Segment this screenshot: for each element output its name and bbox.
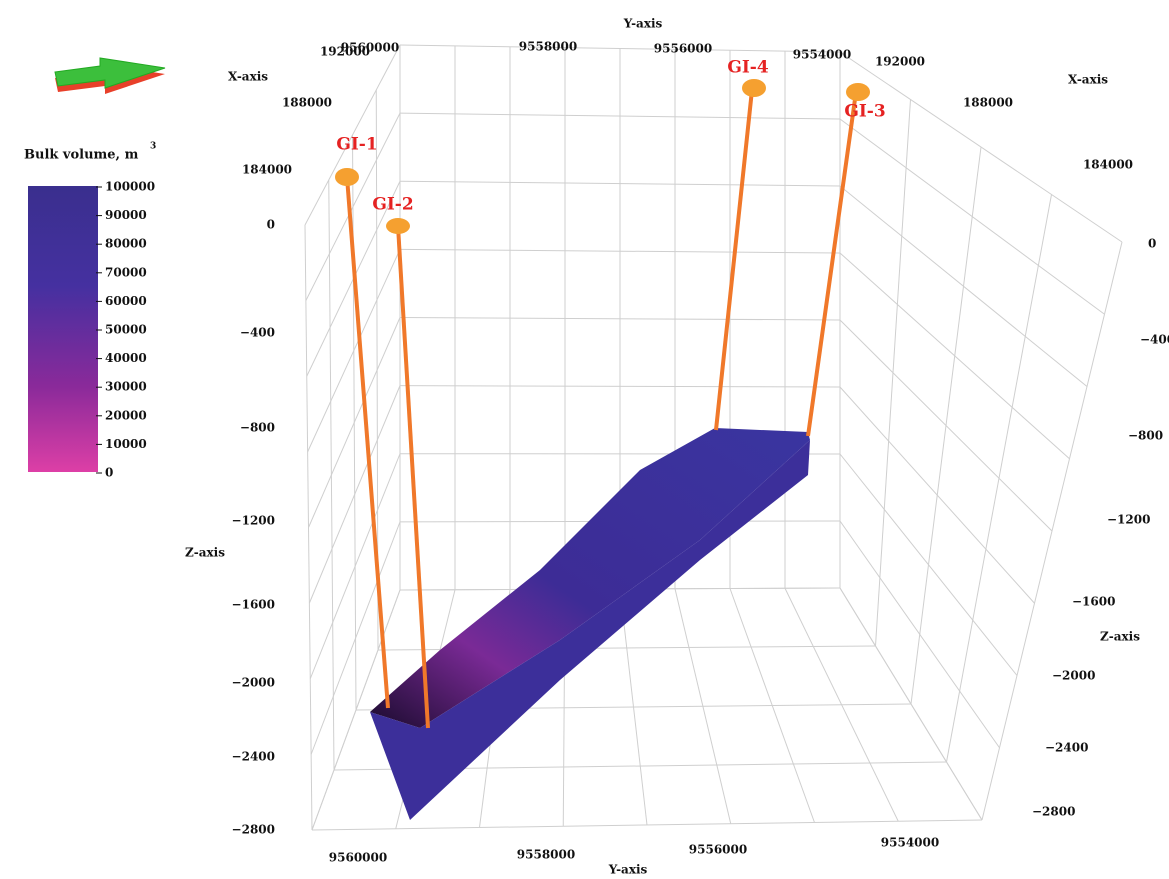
axis-label: X-axis (1068, 73, 1108, 87)
colorbar-tick-label: 100000 (105, 180, 155, 194)
tick-label: −800 (240, 421, 275, 435)
colorbar-tick-label: 70000 (105, 265, 147, 279)
tick-label: 188000 (282, 96, 332, 110)
axis-label: Y-axis (608, 863, 648, 877)
well-label: GI-3 (844, 102, 885, 122)
tick-label: 184000 (1083, 158, 1133, 172)
tick-label: 9556000 (654, 42, 712, 56)
tick-label: −2000 (232, 676, 275, 690)
colorbar-tick-label: 80000 (105, 237, 147, 251)
tick-label: −1600 (1072, 595, 1115, 609)
tick-label: −1600 (232, 598, 275, 612)
colorbar-tick-label: 30000 (105, 380, 147, 394)
well-label: GI-4 (727, 58, 769, 78)
well-head (335, 168, 359, 186)
tick-label: 184000 (242, 163, 292, 177)
tick-label: 0 (267, 218, 275, 232)
well-line (398, 226, 428, 728)
tick-label: −2800 (1032, 805, 1075, 819)
grid-line (840, 320, 1052, 531)
tick-label: 9560000 (329, 851, 387, 865)
colorbar-tick-label: 40000 (105, 351, 147, 365)
colorbar (28, 186, 98, 472)
tick-label: −2000 (1052, 669, 1095, 683)
tick-label: 9556000 (689, 843, 747, 857)
well-label: GI-2 (372, 195, 413, 215)
grid-line (400, 386, 840, 387)
well-line (716, 90, 752, 430)
axis-label: X-axis (228, 70, 268, 84)
tick-label: 9558000 (519, 40, 577, 54)
reservoir-top (370, 428, 810, 728)
well-head (386, 218, 410, 234)
colorbar-tick-label: 0 (105, 466, 113, 480)
grid-line (840, 119, 1105, 314)
scene: Bulk volume, m 3 9560000 9558000 9556000 95… (0, 0, 1169, 879)
well-label: GI-1 (336, 135, 377, 155)
tick-label: 0 (1148, 237, 1156, 251)
tick-label: −400 (240, 326, 275, 340)
grid-line (840, 454, 1017, 676)
grid-line (840, 521, 1000, 748)
well-head (742, 79, 766, 97)
tick-label: −1200 (1107, 513, 1150, 527)
well-heads (335, 79, 870, 234)
tick-label: 9554000 (881, 836, 939, 850)
tick-label: −400 (1140, 333, 1169, 347)
colorbar-tick-label: 90000 (105, 208, 147, 222)
tick-label: 9558000 (517, 848, 575, 862)
orientation-arrow (55, 58, 165, 88)
well-line (347, 177, 388, 708)
tick-label: 192000 (875, 55, 925, 69)
tick-label: −2400 (1045, 741, 1088, 755)
tick-label: −800 (1128, 429, 1163, 443)
tick-label: −2400 (232, 750, 275, 764)
grid-line (840, 387, 1035, 603)
tick-label: −1200 (232, 514, 275, 528)
well-head (846, 83, 870, 101)
tick-label: −2800 (232, 823, 275, 837)
tick-label: 192000 (320, 45, 370, 59)
tick-label: 188000 (963, 96, 1013, 110)
axis-label: Y-axis (623, 17, 663, 31)
tick-label: 9554000 (793, 48, 851, 62)
colorbar-title-sup: 3 (150, 142, 156, 152)
well-line (808, 92, 856, 436)
colorbar-title: Bulk volume, m (24, 148, 139, 163)
axis-label: Z-axis (185, 546, 225, 560)
colorbar-tick-label: 60000 (105, 294, 147, 308)
colorbar-tick-label: 50000 (105, 323, 147, 337)
colorbar-tick-label: 20000 (105, 408, 147, 422)
axis-label: Z-axis (1100, 630, 1140, 644)
colorbar-tick-label: 10000 (105, 437, 147, 451)
